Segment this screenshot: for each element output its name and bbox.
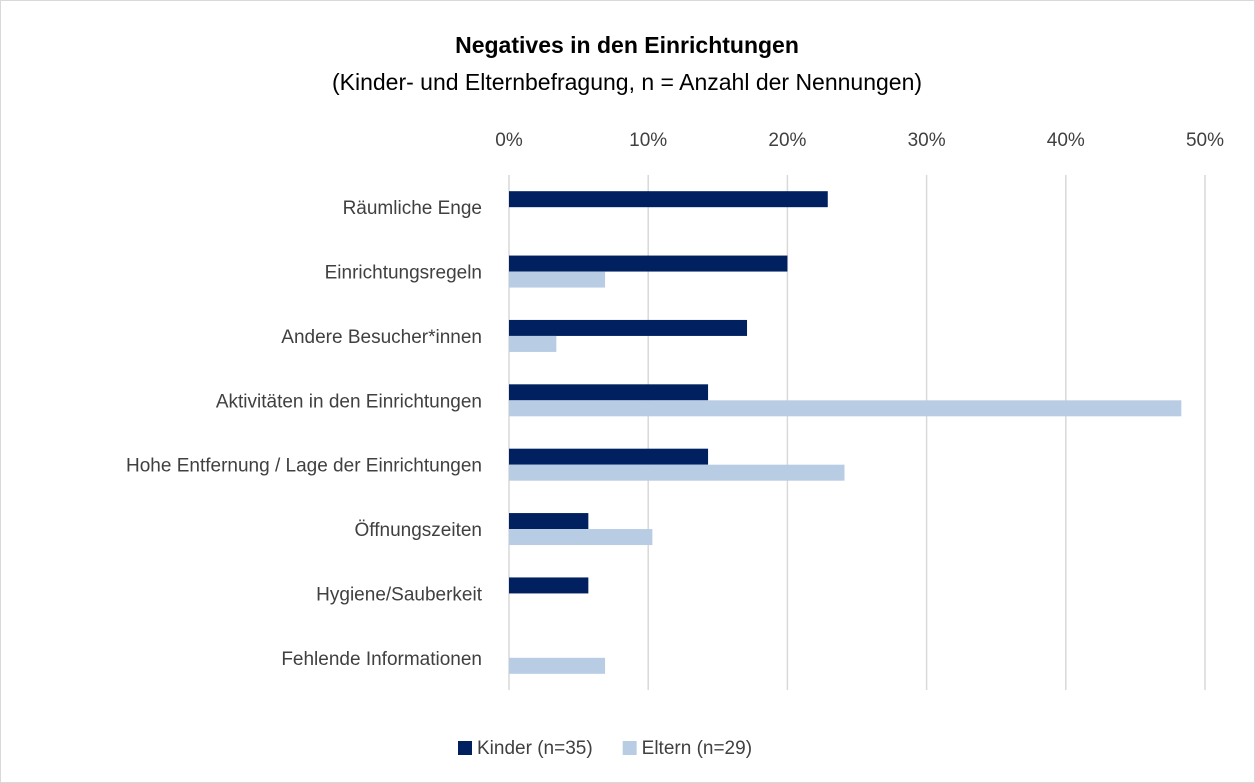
y-tick-label: Einrichtungsregeln [325,263,482,284]
y-tick-label: Andere Besucher*innen [281,327,482,348]
y-tick-label: Öffnungszeiten [355,520,482,541]
bar [509,319,748,336]
legend-swatch [622,741,637,755]
chart-subtitle: (Kinder- und Elternbefragung, n = Anzahl… [332,69,922,95]
bar [509,384,709,401]
x-tick-label: 0% [495,130,523,151]
x-tick-label: 50% [1186,130,1224,151]
y-tick-label: Hygiene/Sauberkeit [316,584,483,605]
y-tick-label: Aktivitäten in den Einrichtungen [216,391,482,412]
bar [509,513,589,530]
bar [509,191,828,208]
legend-label: Kinder (n=35) [477,738,593,759]
y-tick-label: Hohe Entfernung / Lage der Einrichtungen [126,456,482,477]
bar [509,464,845,481]
legend-swatch [458,741,472,755]
bar [509,657,606,674]
x-tick-label: 30% [908,130,946,151]
bar [509,529,653,546]
y-tick-label: Fehlende Informationen [281,649,482,670]
x-tick-label: 40% [1047,130,1085,151]
x-tick-label: 10% [629,130,667,151]
bar [509,448,709,465]
bar [509,255,788,272]
x-tick-label: 20% [768,130,806,151]
bar [509,335,557,352]
bar [509,577,589,594]
y-tick-label: Räumliche Enge [343,198,482,219]
bar [509,400,1182,417]
bar [509,271,606,288]
chart-title: Negatives in den Einrichtungen [455,32,799,58]
legend-label: Eltern (n=29) [642,738,752,759]
